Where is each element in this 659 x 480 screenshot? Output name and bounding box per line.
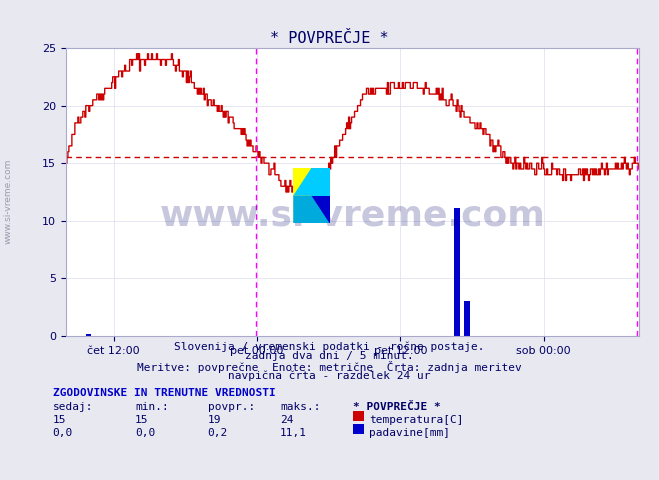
Text: * POVPREČJE *: * POVPREČJE * <box>353 402 440 412</box>
Bar <box>467 301 469 336</box>
Text: 0,0: 0,0 <box>135 428 156 438</box>
Text: padavine[mm]: padavine[mm] <box>369 428 450 438</box>
Bar <box>86 334 87 336</box>
Text: zadnja dva dni / 5 minut.: zadnja dva dni / 5 minut. <box>245 351 414 361</box>
Bar <box>468 301 469 336</box>
Text: 19: 19 <box>208 415 221 425</box>
Bar <box>454 208 455 336</box>
Text: 0,2: 0,2 <box>208 428 228 438</box>
Bar <box>466 301 467 336</box>
Polygon shape <box>293 196 312 223</box>
Bar <box>312 196 330 223</box>
Text: 24: 24 <box>280 415 293 425</box>
Text: temperatura[C]: temperatura[C] <box>369 415 463 425</box>
Bar <box>464 301 465 336</box>
Text: 15: 15 <box>53 415 66 425</box>
Bar <box>465 301 467 336</box>
Text: 15: 15 <box>135 415 148 425</box>
Bar <box>90 334 92 336</box>
Text: 11,1: 11,1 <box>280 428 307 438</box>
Polygon shape <box>293 196 330 223</box>
Text: 0,0: 0,0 <box>53 428 73 438</box>
Bar <box>456 208 457 336</box>
Text: * POVPREČJE *: * POVPREČJE * <box>270 31 389 46</box>
Text: min.:: min.: <box>135 402 169 412</box>
Text: Slovenija / vremenski podatki - ročne postaje.: Slovenija / vremenski podatki - ročne po… <box>174 342 485 352</box>
Bar <box>457 208 459 336</box>
Text: povpr.:: povpr.: <box>208 402 255 412</box>
Text: sedaj:: sedaj: <box>53 402 93 412</box>
Polygon shape <box>312 168 330 196</box>
Text: www.si-vreme.com: www.si-vreme.com <box>159 198 546 232</box>
Text: ZGODOVINSKE IN TRENUTNE VREDNOSTI: ZGODOVINSKE IN TRENUTNE VREDNOSTI <box>53 388 275 398</box>
Bar <box>293 168 312 196</box>
Text: Meritve: povprečne  Enote: metrične  Črta: zadnja meritev: Meritve: povprečne Enote: metrične Črta:… <box>137 361 522 373</box>
Bar <box>458 208 459 336</box>
Bar <box>455 208 457 336</box>
Polygon shape <box>293 168 312 196</box>
Bar <box>89 334 90 336</box>
Text: maks.:: maks.: <box>280 402 320 412</box>
Text: navpična črta - razdelek 24 ur: navpična črta - razdelek 24 ur <box>228 371 431 381</box>
Bar <box>87 334 88 336</box>
Bar <box>88 334 89 336</box>
Text: www.si-vreme.com: www.si-vreme.com <box>3 159 13 244</box>
